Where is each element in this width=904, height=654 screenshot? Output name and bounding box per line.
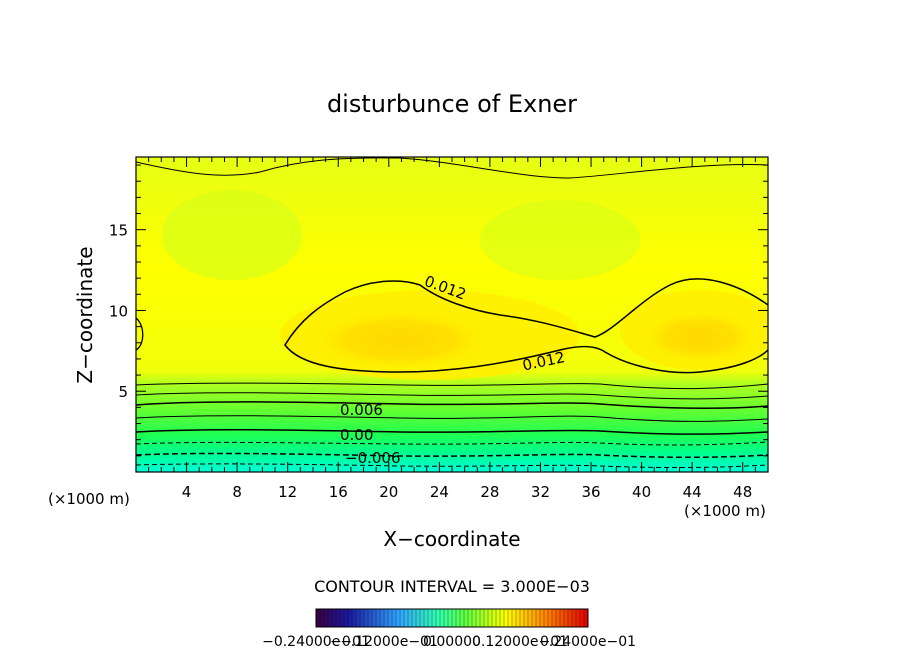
contour-0.012	[284, 278, 768, 374]
colorbar-label: −0.12000e−01	[330, 634, 438, 650]
y-tick-labels: 5 10 15	[109, 222, 128, 402]
contour-left-edge	[136, 317, 144, 351]
x-tick-label: 40	[632, 483, 651, 501]
x-tick-label: 4	[182, 483, 192, 501]
contour-5.5	[136, 382, 768, 390]
colorbar-label: 0.00000	[423, 634, 481, 650]
x-tick-label: 48	[733, 483, 752, 501]
x-unit-right: (×1000 m)	[684, 502, 766, 520]
y-tick-label: 5	[118, 383, 128, 401]
colorbar-label: 0.12000e−01	[472, 634, 568, 650]
x-tick-label: 24	[430, 483, 449, 501]
chart-title: disturbunce of Exner	[327, 90, 577, 118]
colorbar	[315, 608, 589, 628]
contour-top	[136, 157, 768, 179]
contour-neg-0.006	[136, 452, 768, 459]
axis-ticks	[135, 157, 769, 472]
y-axis-label: Z−coordinate	[73, 246, 97, 383]
x-tick-label: 28	[480, 483, 499, 501]
x-axis-label: X−coordinate	[383, 527, 520, 551]
x-tick-label: 20	[379, 483, 398, 501]
x-tick-label: 12	[278, 483, 297, 501]
contour-0.006	[136, 401, 768, 410]
x-tick-label: 44	[683, 483, 702, 501]
contour-mid	[136, 415, 768, 422]
x-tick-label: 16	[329, 483, 348, 501]
colorbar-label: 0.24000e−01	[540, 634, 636, 650]
contour-label: −0.006	[345, 449, 401, 467]
contour-label: 0.006	[340, 401, 383, 419]
contour-fill	[136, 157, 768, 472]
colorbar-label: −0.24000e−01	[262, 634, 370, 650]
x-tick-label: 36	[581, 483, 600, 501]
contour-lines	[136, 157, 768, 469]
x-tick-labels: 4 8 12 16 20 24 28 32 36 40 44 48	[182, 483, 752, 501]
contour-label: 0.00	[340, 426, 373, 444]
y-tick-label: 10	[109, 302, 128, 320]
colorbar-labels: −0.24000e−01−0.12000e−010.000000.12000e−…	[262, 634, 636, 650]
y-tick-label: 15	[109, 222, 128, 240]
x-tick-label: 32	[531, 483, 550, 501]
x-tick-label: 8	[232, 483, 242, 501]
contour-interval: CONTOUR INTERVAL = 3.000E−03	[314, 577, 590, 596]
contour-0.00	[136, 428, 768, 435]
x-unit-left: (×1000 m)	[48, 490, 130, 508]
contour-4.5	[136, 392, 768, 400]
